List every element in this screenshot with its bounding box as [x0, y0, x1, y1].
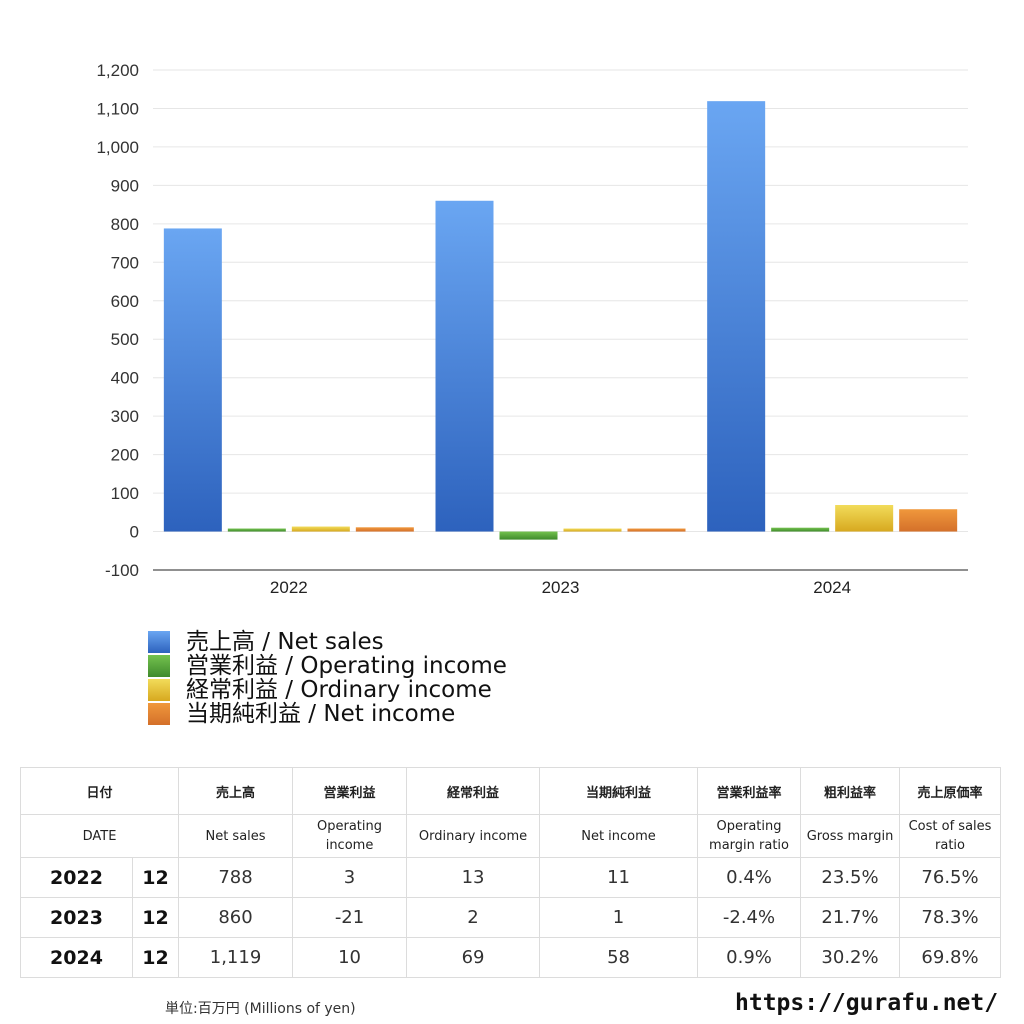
legend: 売上高 / Net sales 営業利益 / Operating income …: [148, 630, 507, 726]
header-operating-margin-ja: 営業利益率: [697, 767, 802, 815]
site-url: https://gurafu.net/: [735, 990, 999, 1016]
cell-net-sales: 1,119: [178, 937, 294, 978]
legend-swatch: [148, 679, 170, 701]
cell-gross-margin: 23.5%: [800, 857, 901, 898]
cell-month: 12: [131, 897, 180, 938]
bar-2022-2: [291, 526, 350, 532]
header-gross-margin-ja: 粗利益率: [800, 767, 901, 815]
bar-2023-2: [563, 528, 622, 532]
cell-operating-margin: 0.4%: [697, 857, 802, 898]
bar-2023-0: [435, 200, 494, 532]
gridlines: [153, 69, 968, 571]
cell-operating-margin: 0.9%: [697, 937, 802, 978]
header-net-income-en: Net income: [539, 814, 699, 858]
legend-label: 営業利益 / Operating income: [186, 653, 507, 679]
header-ordinary-income-en: Ordinary income: [406, 814, 541, 858]
legend-item-ordinary-income: 経常利益 / Ordinary income: [148, 678, 507, 702]
cell-year: 2022: [20, 857, 133, 898]
bar-2024-3: [899, 509, 958, 532]
bar-2024-2: [835, 505, 894, 532]
legend-item-net-sales: 売上高 / Net sales: [148, 630, 507, 654]
header-row-ja: 日付 売上高 営業利益 経常利益 当期純利益 営業利益率 粗利益率 売上原価率: [19, 767, 1002, 815]
header-row-en: DATE Net sales Operating income Ordinary…: [19, 814, 1002, 858]
bar-2022-0: [163, 228, 222, 532]
header-net-sales-ja: 売上高: [178, 767, 294, 815]
bars: [163, 101, 958, 540]
legend-item-operating-income: 営業利益 / Operating income: [148, 654, 507, 678]
y-tick-label: 100: [111, 484, 139, 503]
legend-label: 経常利益 / Ordinary income: [186, 677, 492, 703]
cell-gross-margin: 21.7%: [800, 897, 901, 938]
header-operating-income-ja: 営業利益: [292, 767, 408, 815]
cell-year: 2023: [20, 897, 133, 938]
y-tick-label: 800: [111, 215, 139, 234]
cell-operating-income: 3: [292, 857, 408, 898]
cell-month: 12: [131, 857, 180, 898]
y-tick-label: 1,100: [96, 99, 139, 118]
cell-ordinary-income: 2: [406, 897, 541, 938]
cell-month: 12: [131, 937, 180, 978]
y-tick-label: 0: [130, 523, 139, 542]
y-tick-label: 500: [111, 330, 139, 349]
financial-table: 日付 売上高 営業利益 経常利益 当期純利益 営業利益率 粗利益率 売上原価率 …: [19, 767, 1002, 978]
header-net-income-ja: 当期純利益: [539, 767, 699, 815]
y-tick-label: 1,200: [96, 61, 139, 80]
header-cost-ratio-ja: 売上原価率: [899, 767, 1002, 815]
x-axis-ticks: 2022 2023 2024: [270, 578, 851, 597]
cell-gross-margin: 30.2%: [800, 937, 901, 978]
bar-2023-1: [499, 531, 558, 540]
y-tick-label: 300: [111, 407, 139, 426]
header-gross-margin-en: Gross margin: [800, 814, 901, 858]
header-cost-ratio-en: Cost of sales ratio: [899, 814, 1002, 858]
legend-swatch: [148, 655, 170, 677]
cell-net-sales: 860: [178, 897, 294, 938]
y-tick-label: 900: [111, 176, 139, 195]
cell-net-income: 11: [539, 857, 699, 898]
header-date-ja: 日付: [19, 767, 180, 815]
x-tick-label: 2022: [270, 578, 308, 597]
bar-2022-3: [355, 527, 414, 532]
cell-net-sales: 788: [178, 857, 294, 898]
legend-label: 当期純利益 / Net income: [186, 701, 456, 727]
x-tick-label: 2024: [813, 578, 851, 597]
header-date-en: DATE: [19, 814, 180, 858]
cell-cost-ratio: 76.5%: [899, 857, 1002, 898]
table-row: 2022 12 788 3 13 11 0.4% 23.5% 76.5%: [20, 857, 1002, 898]
y-tick-label: 200: [111, 446, 139, 465]
y-tick-label: 700: [111, 253, 139, 272]
header-operating-income-en: Operating income: [292, 814, 408, 858]
cell-operating-income: 10: [292, 937, 408, 978]
cell-year: 2024: [20, 937, 133, 978]
y-tick-label: -100: [105, 561, 139, 580]
legend-swatch: [148, 631, 170, 653]
cell-cost-ratio: 69.8%: [899, 937, 1002, 978]
legend-item-net-income: 当期純利益 / Net income: [148, 702, 507, 726]
y-tick-label: 400: [111, 369, 139, 388]
table-row: 2024 12 1,119 10 69 58 0.9% 30.2% 69.8%: [20, 937, 1002, 978]
cell-ordinary-income: 69: [406, 937, 541, 978]
bar-2023-3: [627, 528, 686, 532]
legend-swatch: [148, 703, 170, 725]
y-tick-label: 600: [111, 292, 139, 311]
y-tick-label: 1,000: [96, 138, 139, 157]
header-operating-margin-en: Operating margin ratio: [697, 814, 802, 858]
legend-label: 売上高 / Net sales: [186, 629, 384, 655]
cell-operating-margin: -2.4%: [697, 897, 802, 938]
table-row: 2023 12 860 -21 2 1 -2.4% 21.7% 78.3%: [20, 897, 1002, 938]
cell-operating-income: -21: [292, 897, 408, 938]
x-tick-label: 2023: [542, 578, 580, 597]
cell-net-income: 1: [539, 897, 699, 938]
y-axis-ticks: -100 0 100 200 300 400 500 600 700 800 900 1,000 1,1…: [96, 61, 139, 580]
header-ordinary-income-ja: 経常利益: [406, 767, 541, 815]
bar-2022-1: [227, 528, 286, 532]
unit-note: 単位:百万円 (Millions of yen): [165, 1001, 356, 1017]
bar-chart: -100 0 100 200 300 400 500 600 700 800 900 1,000 1,1…: [96, 61, 968, 597]
cell-cost-ratio: 78.3%: [899, 897, 1002, 938]
cell-ordinary-income: 13: [406, 857, 541, 898]
cell-net-income: 58: [539, 937, 699, 978]
bar-2024-1: [771, 527, 830, 532]
header-net-sales-en: Net sales: [178, 814, 294, 858]
bar-2024-0: [707, 101, 766, 532]
